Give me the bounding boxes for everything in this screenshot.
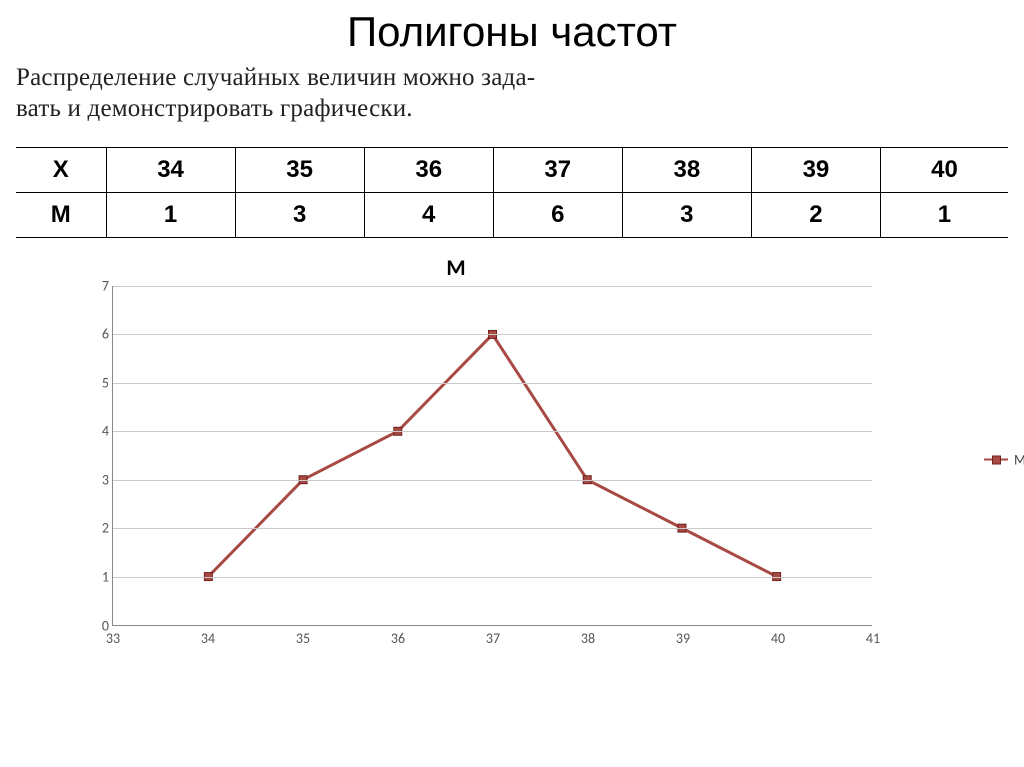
chart-line-series xyxy=(113,286,872,625)
chart-gridline xyxy=(113,286,872,287)
page-title: Полигоны частот xyxy=(16,8,1008,56)
legend-marker-icon xyxy=(984,459,1008,461)
chart-gridline xyxy=(113,431,872,432)
intro-line-1: Распределение случайных величин можно за… xyxy=(16,64,535,91)
table-cell: 34 xyxy=(106,147,235,192)
data-table: Х 34 35 36 37 38 39 40 М 1 3 4 6 3 2 1 xyxy=(16,147,1008,238)
frequency-polygon-chart: М 01234567333435363738394041 М xyxy=(76,260,956,660)
chart-x-tick-label: 37 xyxy=(486,630,500,647)
chart-gridline xyxy=(113,480,872,481)
table-row: М 1 3 4 6 3 2 1 xyxy=(16,192,1008,237)
table-cell: 2 xyxy=(751,192,880,237)
table-cell: 39 xyxy=(751,147,880,192)
table-cell: 1 xyxy=(880,192,1008,237)
chart-x-tick-label: 36 xyxy=(391,630,405,647)
chart-y-tick-label: 3 xyxy=(87,471,109,488)
table-cell: 35 xyxy=(235,147,364,192)
table-cell: 37 xyxy=(493,147,622,192)
chart-x-tick-label: 35 xyxy=(296,630,310,647)
chart-gridline xyxy=(113,577,872,578)
chart-plot-area: 01234567333435363738394041 xyxy=(112,286,872,626)
chart-y-tick-label: 4 xyxy=(87,423,109,440)
chart-x-tick-label: 40 xyxy=(771,630,785,647)
chart-x-tick-label: 33 xyxy=(106,630,120,647)
chart-legend: М xyxy=(984,451,1024,468)
chart-gridline xyxy=(113,383,872,384)
table-row: Х 34 35 36 37 38 39 40 xyxy=(16,147,1008,192)
chart-title: М xyxy=(76,254,836,281)
chart-y-tick-label: 1 xyxy=(87,568,109,585)
table-cell: 3 xyxy=(622,192,751,237)
chart-line xyxy=(208,334,776,576)
chart-x-tick-label: 39 xyxy=(676,630,690,647)
table-cell: 1 xyxy=(106,192,235,237)
table-cell: 4 xyxy=(364,192,493,237)
chart-gridline xyxy=(113,334,872,335)
table-cell: 36 xyxy=(364,147,493,192)
chart-y-tick-label: 5 xyxy=(87,374,109,391)
intro-text: Распределение случайных величин можно за… xyxy=(16,62,1008,125)
table-cell: 38 xyxy=(622,147,751,192)
chart-x-tick-label: 34 xyxy=(201,630,215,647)
chart-y-tick-label: 7 xyxy=(87,277,109,294)
legend-label: М xyxy=(1014,451,1024,468)
chart-x-tick-label: 38 xyxy=(581,630,595,647)
row-header-m: М xyxy=(16,192,106,237)
chart-x-tick-label: 41 xyxy=(866,630,880,647)
table-cell: 40 xyxy=(880,147,1008,192)
chart-y-tick-label: 6 xyxy=(87,326,109,343)
chart-gridline xyxy=(113,528,872,529)
table-cell: 6 xyxy=(493,192,622,237)
chart-y-tick-label: 2 xyxy=(87,520,109,537)
intro-line-2: вать и демонстрировать графически. xyxy=(16,95,413,122)
row-header-x: Х xyxy=(16,147,106,192)
table-cell: 3 xyxy=(235,192,364,237)
